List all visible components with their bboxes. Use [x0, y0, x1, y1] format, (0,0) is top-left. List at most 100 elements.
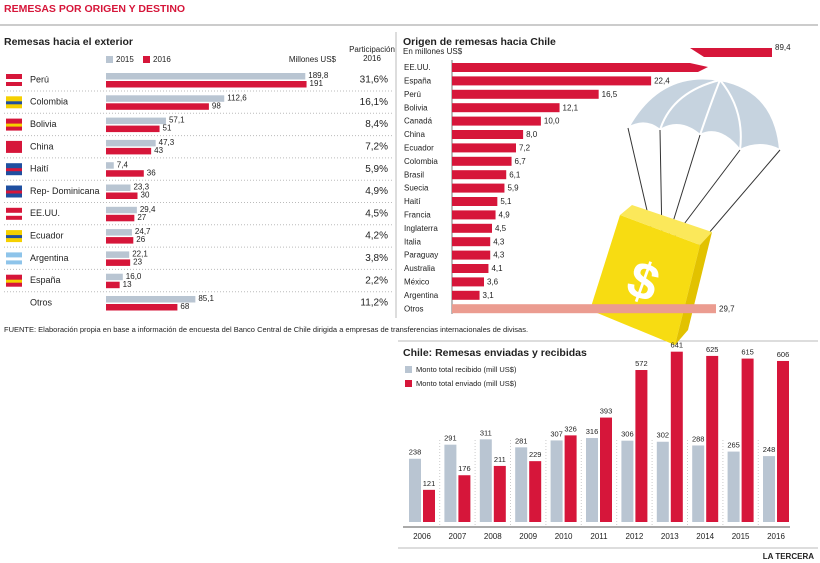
- value-label: 51: [163, 124, 172, 133]
- chart-title: Remesas hacia el exterior: [4, 36, 133, 48]
- bar: [106, 229, 132, 236]
- share-value: 7,2%: [365, 142, 388, 153]
- category-label: España: [30, 275, 61, 285]
- value-label: 22,1: [132, 250, 148, 259]
- value-label: 29,7: [719, 304, 735, 313]
- category-label: Haití: [30, 164, 49, 174]
- legend-swatch: [405, 380, 412, 387]
- legend-label: 2015: [116, 55, 134, 64]
- bar: [479, 439, 492, 522]
- category-label: Brasil: [404, 170, 424, 179]
- category-label: Haití: [404, 197, 421, 206]
- x-tick-label: 2014: [696, 532, 714, 541]
- flag: [6, 190, 22, 194]
- value-label: 13: [123, 280, 132, 289]
- value-label: 572: [635, 359, 648, 368]
- chart-title: Origen de remesas hacia Chile: [403, 36, 556, 48]
- value-label: 98: [212, 101, 221, 110]
- bar: [635, 370, 648, 522]
- value-label: 229: [529, 450, 542, 459]
- category-label: Rep- Dominicana: [30, 186, 100, 196]
- share-value: 4,5%: [365, 208, 388, 219]
- value-label: 29,4: [140, 205, 156, 214]
- bar: [452, 116, 541, 126]
- value-label: 16,5: [602, 90, 618, 99]
- bar: [106, 214, 135, 222]
- value-label: 265: [727, 441, 740, 450]
- bar: [515, 447, 528, 522]
- value-label: 302: [657, 431, 670, 440]
- bar: [452, 130, 524, 139]
- category-label: Francia: [404, 211, 431, 220]
- share-value: 11,2%: [360, 298, 388, 309]
- legend-swatch: [405, 366, 412, 373]
- category-label: Ecuador: [30, 230, 64, 240]
- category-label: España: [404, 77, 432, 86]
- share-value: 5,9%: [365, 164, 388, 175]
- value-label: 306: [621, 430, 634, 439]
- value-label: 6,7: [515, 157, 527, 166]
- bar: [106, 251, 130, 258]
- value-label: 248: [763, 445, 776, 454]
- share-value: 3,8%: [365, 253, 388, 264]
- value-label: 5,1: [500, 197, 512, 206]
- legend-label: Monto total recibido (mill US$): [416, 365, 517, 374]
- share-value: 8,4%: [365, 119, 388, 130]
- value-label: 27: [137, 213, 146, 222]
- x-tick-label: 2013: [661, 532, 679, 541]
- category-label: Australia: [404, 264, 436, 273]
- bar: [600, 417, 612, 522]
- category-label: China: [404, 130, 425, 139]
- value-label: 4,3: [493, 237, 505, 246]
- bar: [106, 170, 144, 177]
- category-label: China: [30, 141, 54, 151]
- value-label: 30: [141, 191, 150, 200]
- value-label: 36: [147, 168, 156, 177]
- category-label: EE.UU.: [404, 63, 431, 72]
- x-tick-label: 2009: [519, 532, 537, 541]
- bar: [106, 162, 114, 169]
- bar: [452, 304, 716, 314]
- bar: [106, 139, 156, 147]
- value-label: 121: [423, 479, 436, 488]
- bar: [452, 237, 491, 247]
- legend-swatch: [106, 56, 113, 63]
- bar: [106, 206, 137, 214]
- x-tick-label: 2006: [413, 532, 431, 541]
- x-tick-label: 2015: [732, 532, 750, 541]
- bar: [106, 73, 306, 80]
- value-label: 10,0: [544, 117, 560, 126]
- bar: [106, 125, 160, 133]
- category-label: Inglaterra: [404, 224, 438, 233]
- category-label: Colombia: [30, 97, 68, 107]
- share-value: 4,2%: [365, 231, 388, 242]
- bar: [452, 170, 507, 180]
- bar: [452, 143, 516, 153]
- value-label: 23,3: [133, 183, 149, 192]
- bar: [458, 475, 471, 522]
- category-label: Canadá: [404, 117, 433, 126]
- category-label: Ecuador: [404, 144, 434, 153]
- bar: [106, 304, 178, 311]
- bar: [452, 103, 560, 113]
- value-label: 12,1: [563, 103, 579, 112]
- value-label: 4,5: [495, 224, 507, 233]
- bar: [106, 103, 209, 110]
- bar: [586, 438, 598, 522]
- bar: [529, 461, 542, 522]
- flag: [6, 235, 22, 239]
- bar: [106, 81, 307, 88]
- bar: [564, 435, 577, 522]
- bar: [409, 458, 421, 522]
- value-label: 23: [133, 258, 142, 267]
- bar: [777, 360, 789, 522]
- value-label: 89,4: [775, 43, 791, 52]
- bar: [106, 184, 131, 191]
- bar: [670, 351, 683, 522]
- bar: [452, 76, 652, 86]
- bar: [727, 451, 740, 522]
- value-label: 6,1: [509, 170, 521, 179]
- legend-label: Monto total enviado (mill US$): [416, 379, 517, 388]
- page-title: REMESAS POR ORIGEN Y DESTINO: [4, 3, 185, 15]
